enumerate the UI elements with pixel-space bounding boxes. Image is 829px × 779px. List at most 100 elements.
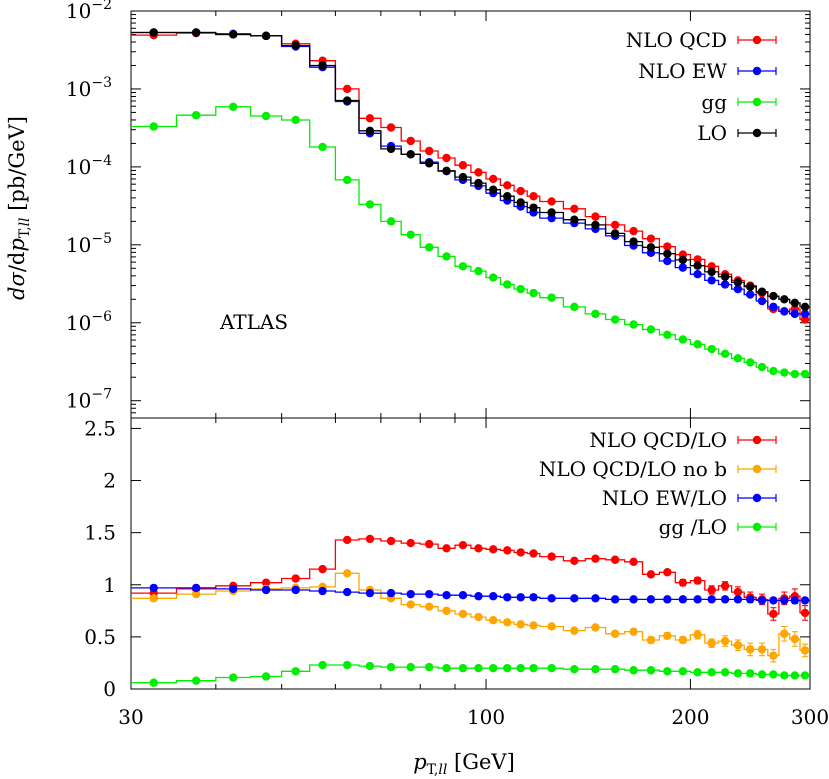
data-point — [386, 217, 396, 226]
data-point — [790, 634, 800, 644]
data-point — [261, 585, 271, 595]
data-point — [693, 630, 702, 639]
data-point — [529, 288, 538, 298]
tick-base: 10 — [66, 155, 91, 179]
data-point — [261, 578, 271, 587]
data-point — [318, 142, 327, 152]
data-point — [646, 666, 656, 675]
data-point — [646, 635, 656, 645]
data-point — [442, 606, 451, 616]
tick-exponent: −6 — [91, 309, 112, 325]
data-point — [693, 340, 702, 349]
data-point — [707, 267, 716, 277]
data-point — [720, 595, 730, 604]
bottom-x-axis-label: pT,ll [GeV] — [413, 750, 515, 778]
legend-marker — [752, 97, 762, 107]
data-point — [800, 309, 810, 319]
data-point — [678, 255, 688, 265]
x-tick-label: 100 — [467, 705, 505, 729]
data-point — [780, 629, 789, 638]
series-step-line — [131, 587, 810, 602]
data-point — [228, 30, 238, 39]
data-point — [291, 41, 300, 50]
data-point — [365, 200, 375, 209]
data-point — [503, 663, 512, 673]
data-point — [529, 549, 538, 558]
top-y-tick-label: 10−5 — [66, 231, 112, 257]
data-point — [780, 307, 789, 316]
data-point — [800, 671, 810, 680]
data-point — [663, 242, 672, 251]
series-nlo-qcd-lo-no-b — [131, 569, 810, 663]
data-point — [610, 229, 620, 238]
data-point — [458, 609, 468, 619]
data-point — [570, 626, 579, 635]
data-point — [610, 315, 620, 324]
bottom-legend: NLO QCD/LO NLO QCD/LO no b NLO EW/LO gg /LO — [539, 428, 777, 539]
data-point — [769, 670, 778, 679]
data-point — [707, 668, 716, 677]
data-point — [678, 635, 688, 645]
data-point — [191, 111, 201, 120]
data-point — [693, 261, 702, 270]
data-point — [343, 587, 352, 597]
legend-marker — [752, 35, 762, 45]
data-point — [442, 663, 451, 673]
data-point — [746, 358, 755, 367]
tick-base: 10 — [66, 0, 91, 23]
data-point — [228, 584, 238, 594]
data-point — [720, 581, 730, 591]
data-point — [442, 590, 451, 600]
data-point — [365, 534, 375, 544]
legend-label: gg — [701, 90, 727, 114]
data-point — [610, 664, 620, 674]
data-point — [610, 595, 620, 604]
data-point — [570, 556, 579, 565]
data-point — [424, 243, 434, 252]
series-nlo-ew-lo — [131, 583, 810, 605]
data-point — [707, 276, 716, 285]
data-point — [406, 538, 415, 548]
data-point — [591, 554, 600, 563]
tick-base: 10 — [66, 311, 91, 335]
data-point — [365, 661, 375, 671]
top-y-tick-label: 10−7 — [66, 387, 112, 413]
data-point — [780, 671, 789, 680]
data-point — [646, 570, 656, 579]
data-point — [720, 280, 730, 289]
legend-label: NLO QCD/LO no b — [539, 457, 727, 481]
data-point — [591, 623, 600, 632]
data-point — [291, 667, 300, 676]
data-point — [503, 593, 512, 602]
data-point — [406, 136, 415, 146]
legend-label: gg /LO — [659, 515, 727, 539]
data-point — [570, 215, 579, 224]
data-point — [757, 287, 767, 296]
data-point — [629, 320, 638, 329]
bottom-y-tick-label: 2 — [103, 469, 116, 493]
data-point — [529, 621, 538, 630]
data-point — [442, 544, 451, 553]
data-point — [516, 198, 525, 207]
data-point — [261, 672, 271, 681]
data-point — [442, 252, 451, 261]
data-point — [591, 212, 600, 221]
tick-exponent: −2 — [91, 0, 112, 13]
data-point — [733, 587, 743, 597]
data-point — [733, 284, 743, 294]
data-point — [529, 192, 538, 201]
data-point — [746, 669, 755, 678]
tick-base: 10 — [66, 233, 91, 257]
data-point — [318, 660, 327, 670]
bottom-y-tick-label: 0.5 — [84, 625, 116, 649]
data-point — [757, 645, 767, 654]
data-point — [474, 612, 483, 622]
data-point — [570, 204, 579, 213]
data-point — [780, 295, 789, 304]
data-point — [746, 282, 755, 291]
top-y-tick-label: 10−3 — [66, 75, 112, 101]
data-point — [228, 673, 238, 682]
data-point — [693, 595, 702, 604]
legend-marker — [752, 522, 762, 532]
